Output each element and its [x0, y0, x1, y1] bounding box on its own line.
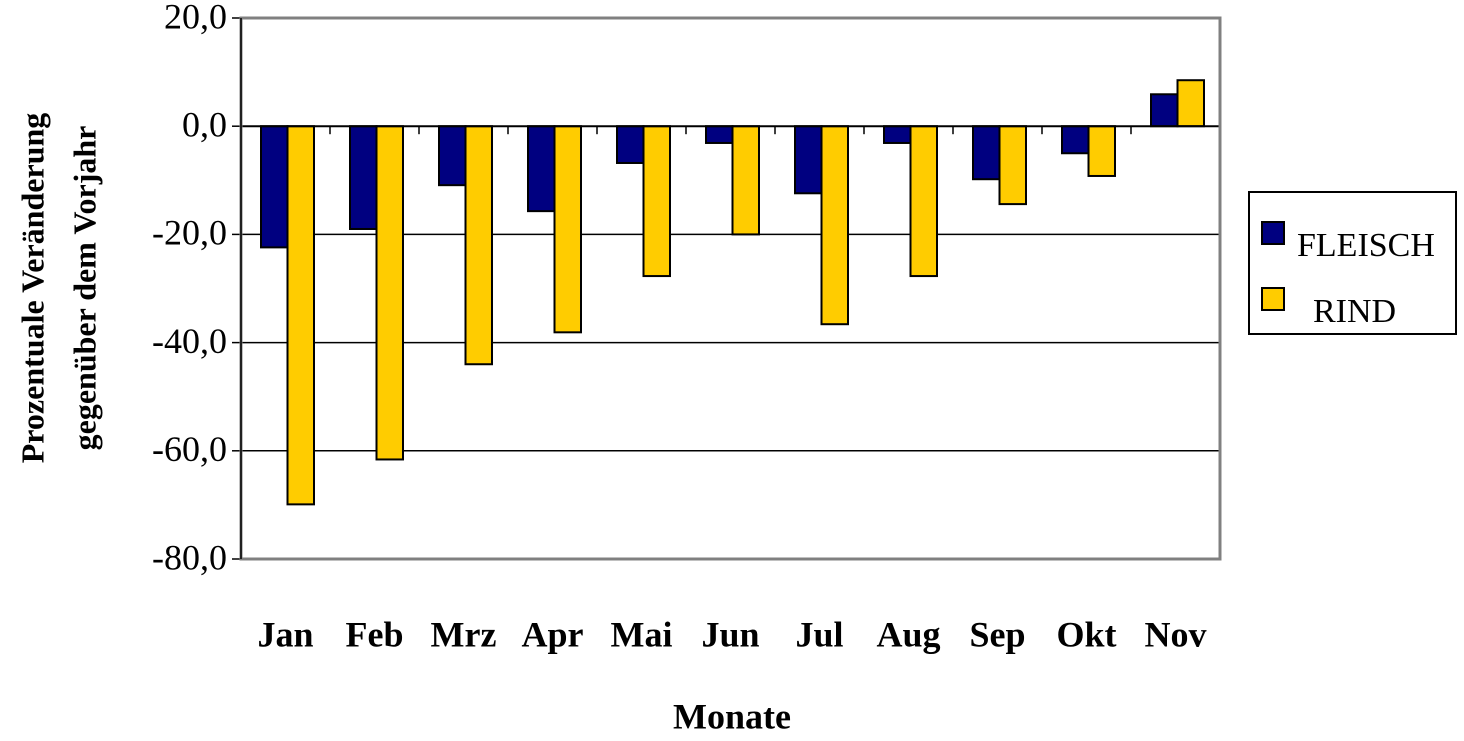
x-tick-label: Apr [522, 614, 584, 654]
x-tick-label: Jan [257, 614, 313, 654]
legend-swatch [1261, 221, 1285, 245]
y-tick-label: -80,0 [152, 537, 227, 577]
bar [705, 125, 734, 144]
x-tick-label: Jun [701, 614, 759, 654]
x-tick-label: Feb [346, 614, 404, 654]
bar [375, 125, 404, 461]
bar [883, 125, 912, 144]
bar [642, 125, 671, 278]
x-tick-label: Aug [876, 614, 940, 654]
bar [998, 125, 1027, 206]
x-tick-label: Okt [1056, 614, 1116, 654]
x-tick-label: Jul [795, 614, 843, 654]
bar [794, 125, 823, 195]
y-tick-label: -60,0 [152, 429, 227, 469]
bar [731, 125, 760, 236]
bar [616, 125, 645, 164]
x-axis-title: Monate [673, 696, 791, 736]
bar [349, 125, 378, 230]
legend-label: RIND [1313, 293, 1396, 330]
y-tick-label: -40,0 [152, 321, 227, 361]
y-axis-title: Prozentuale Veränderung [14, 113, 50, 464]
bar [909, 125, 938, 278]
bar [972, 125, 1001, 181]
bar [286, 125, 315, 506]
x-tick-label: Sep [969, 614, 1025, 654]
bar [1087, 125, 1116, 177]
bar [1061, 125, 1090, 155]
x-tick-label: Nov [1145, 614, 1207, 654]
bar [464, 125, 493, 366]
y-tick-label: 0,0 [182, 104, 227, 144]
bar [553, 125, 582, 334]
bar [820, 125, 849, 326]
y-axis-title: gegenüber dem Vorjahr [66, 126, 102, 451]
x-tick-label: Mai [611, 614, 673, 654]
y-tick-label: -20,0 [152, 213, 227, 253]
y-tick-label: 20,0 [164, 0, 227, 36]
legend-swatch [1261, 287, 1285, 311]
x-tick-label: Mrz [431, 614, 497, 654]
bar [438, 125, 467, 187]
bar [1176, 79, 1205, 128]
bar [1150, 93, 1179, 128]
legend-label: FLEISCH [1297, 227, 1435, 264]
bar [527, 125, 556, 213]
bar [260, 125, 289, 249]
